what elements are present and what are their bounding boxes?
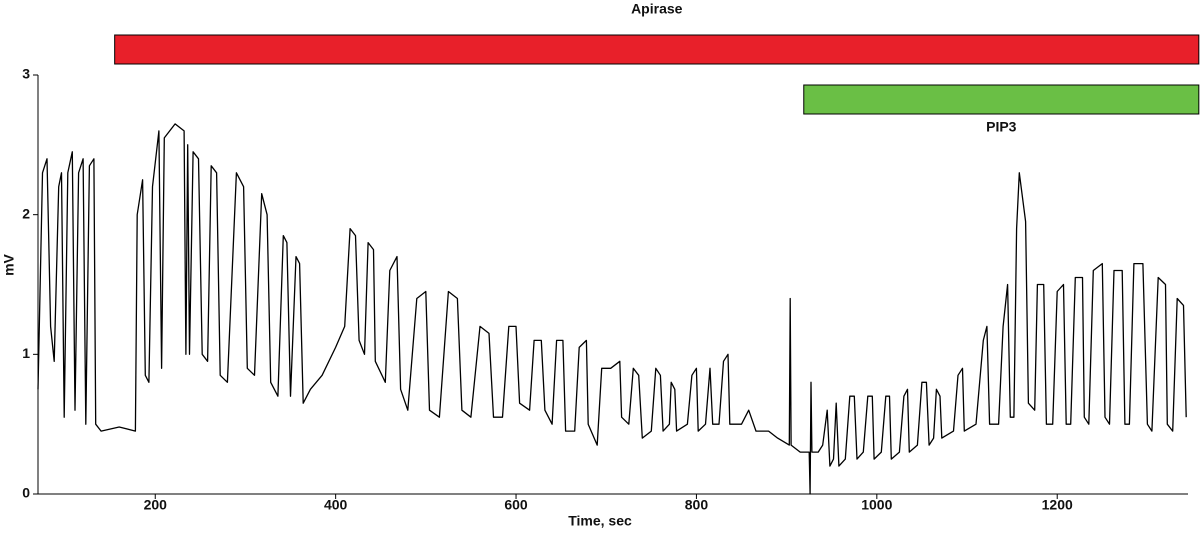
y-tick-label: 3 bbox=[22, 66, 30, 82]
x-axis-label: Time, sec bbox=[568, 513, 632, 529]
y-tick-label: 2 bbox=[22, 205, 30, 221]
y-tick-label: 1 bbox=[22, 345, 30, 361]
band bbox=[114, 34, 1200, 65]
y-axis-label: mV bbox=[1, 253, 17, 275]
band-label: PIP3 bbox=[986, 119, 1017, 135]
band-label: Apirase bbox=[631, 1, 683, 17]
band bbox=[803, 84, 1200, 115]
trace bbox=[37, 123, 1187, 495]
x-tick-label: 1200 bbox=[1042, 497, 1073, 513]
y-tick-label: 0 bbox=[22, 485, 30, 501]
x-tick-label: 800 bbox=[685, 497, 709, 513]
x-tick-label: 1000 bbox=[861, 497, 892, 513]
x-tick-label: 200 bbox=[144, 497, 168, 513]
x-tick-label: 400 bbox=[324, 497, 348, 513]
x-tick-label: 600 bbox=[504, 497, 528, 513]
